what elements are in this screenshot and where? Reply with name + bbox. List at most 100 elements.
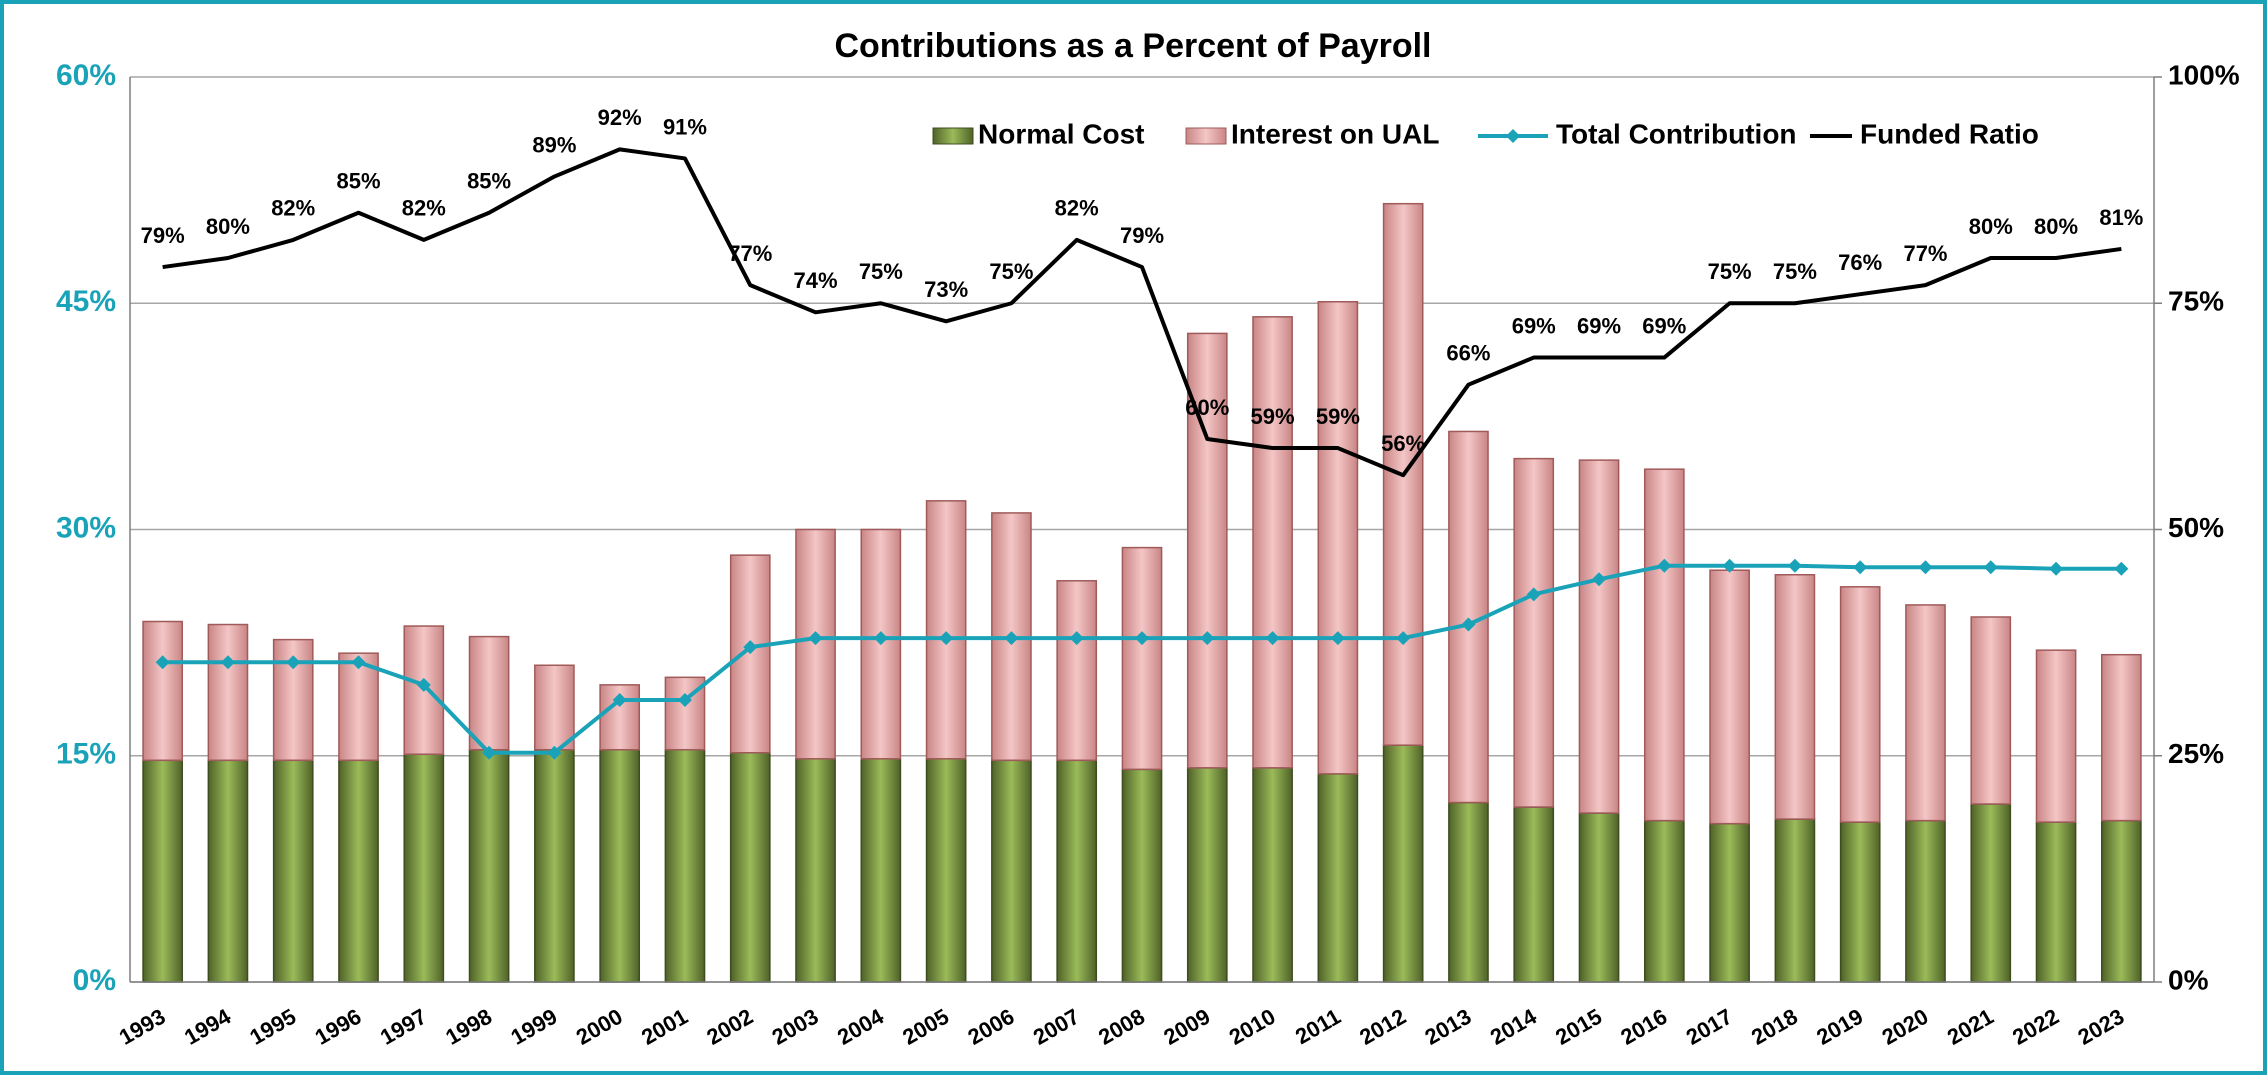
bar — [1513, 806, 1555, 983]
bar — [534, 664, 575, 751]
line-marker — [1330, 631, 1345, 646]
bar — [1709, 822, 1750, 983]
bar — [142, 620, 183, 762]
bar — [2035, 821, 2077, 983]
bar — [1186, 767, 1228, 983]
bar — [599, 748, 641, 983]
y-tick-label: 15% — [56, 738, 116, 771]
bar — [1643, 819, 1685, 983]
line-marker — [1526, 587, 1541, 602]
line-marker — [873, 631, 888, 646]
bar — [338, 759, 379, 983]
line-marker — [547, 745, 562, 760]
bar — [795, 758, 836, 983]
line-marker — [1983, 560, 1998, 575]
line-marker — [1135, 631, 1149, 646]
legend-swatch — [932, 127, 974, 145]
bar — [1578, 812, 1620, 983]
y2-tick-label: 50% — [2168, 512, 2224, 543]
legend-swatch — [1185, 127, 1227, 145]
bar — [1513, 457, 1555, 808]
bar — [991, 759, 1032, 983]
line-marker — [2049, 561, 2064, 576]
data-label: 82% — [1055, 196, 1099, 221]
data-label: 82% — [271, 196, 315, 221]
data-label: 82% — [402, 196, 446, 221]
data-label: 69% — [1512, 313, 1556, 338]
bar — [468, 635, 510, 751]
bar — [1252, 316, 1293, 769]
bar — [1317, 300, 1359, 775]
bar — [534, 748, 575, 983]
bar — [1317, 773, 1359, 983]
line-marker — [1592, 572, 1607, 587]
bar — [142, 759, 183, 983]
data-label: 80% — [1969, 214, 2013, 239]
data-label: 74% — [794, 268, 838, 293]
bar — [925, 500, 967, 760]
data-label: 75% — [1773, 259, 1817, 284]
bar — [2101, 819, 2142, 983]
bar — [1382, 744, 1424, 983]
y2-tick-label: 0% — [2168, 964, 2209, 995]
data-label: 80% — [2034, 214, 2078, 239]
legend-label: Normal Cost — [978, 118, 1144, 149]
line-marker — [1004, 631, 1019, 646]
line-marker — [1461, 617, 1476, 632]
bar — [1252, 767, 1293, 983]
y-tick-label: 60% — [56, 59, 116, 92]
data-label: 89% — [532, 132, 576, 157]
data-label: 75% — [859, 259, 903, 284]
bar — [1643, 468, 1685, 822]
bar — [1121, 546, 1163, 771]
data-label: 69% — [1642, 313, 1686, 338]
line-marker — [612, 692, 627, 707]
data-label: 77% — [728, 241, 772, 266]
legend-label: Interest on UAL — [1231, 118, 1439, 149]
bar — [925, 758, 967, 983]
data-label: 75% — [1708, 259, 1752, 284]
data-label: 76% — [1838, 250, 1882, 275]
line-marker — [1265, 631, 1280, 646]
data-label: 80% — [206, 214, 250, 239]
bar — [403, 753, 445, 983]
bar — [272, 759, 314, 983]
data-label: 81% — [2099, 205, 2143, 230]
line-marker — [939, 631, 954, 646]
data-label: 69% — [1577, 313, 1621, 338]
data-label: 79% — [1120, 223, 1164, 248]
data-label: 73% — [924, 277, 968, 302]
data-label: 91% — [663, 114, 707, 139]
bar — [860, 758, 902, 983]
line-marker — [220, 655, 235, 670]
line-marker — [1853, 560, 1868, 575]
data-label: 85% — [336, 169, 380, 194]
bar — [468, 748, 510, 983]
line-marker — [416, 677, 431, 692]
line-marker — [1396, 631, 1411, 646]
data-label: 59% — [1316, 404, 1360, 429]
line — [162, 147, 2122, 478]
y-tick-label: 45% — [56, 285, 116, 318]
y-tick-label: 30% — [56, 511, 116, 544]
bar — [1905, 819, 1946, 983]
line-marker — [1787, 558, 1802, 573]
bar — [1839, 586, 1881, 823]
bar — [1056, 759, 1098, 983]
chart-title: Contributions as a Percent of Payroll — [834, 27, 1431, 65]
data-label: 66% — [1446, 341, 1490, 366]
bar — [664, 748, 706, 983]
data-label: 59% — [1251, 404, 1295, 429]
bar — [1709, 569, 1750, 825]
y-tick-label: 0% — [73, 964, 116, 997]
bar — [1774, 818, 1816, 983]
bar — [1448, 801, 1489, 983]
bar — [1839, 821, 1881, 983]
line-marker — [286, 655, 301, 670]
legend-marker — [1506, 129, 1520, 143]
data-label: 75% — [989, 259, 1033, 284]
bar — [2101, 653, 2142, 822]
line-marker — [677, 692, 692, 707]
